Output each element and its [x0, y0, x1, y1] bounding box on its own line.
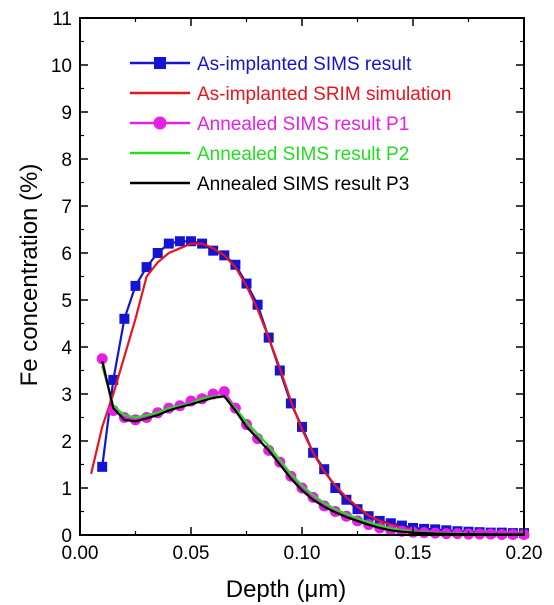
data-point-circle [96, 353, 108, 365]
y-tick-label: 9 [61, 103, 72, 124]
x-tick-label: 0.00 [62, 543, 99, 564]
y-tick-label: 4 [61, 338, 72, 359]
x-axis-title: Depth (μm) [226, 576, 347, 603]
data-point-square [186, 236, 196, 247]
data-point-square [108, 374, 119, 385]
series-line [101, 360, 524, 536]
y-tick-label: 10 [51, 56, 72, 77]
data-point-circle [307, 491, 319, 503]
y-tick-label: 11 [52, 9, 72, 30]
x-tick-label: 0.20 [506, 543, 543, 564]
data-point-square [97, 461, 108, 472]
data-point-square [230, 259, 241, 270]
legend: As-implanted SIMS result As-implanted SRI… [130, 54, 451, 195]
series-annealed-sims-result-p1 [96, 353, 530, 541]
data-point-square [252, 299, 263, 310]
data-point-square [319, 464, 330, 475]
y-tick-label: 6 [61, 244, 72, 265]
legend-marker-square [154, 57, 166, 69]
data-point-square [241, 278, 252, 289]
legend-entry: As-implanted SIMS result [130, 54, 412, 75]
data-point-square [396, 520, 407, 531]
y-tick-label: 5 [61, 291, 72, 312]
data-point-square [174, 236, 185, 247]
data-point-square [330, 483, 341, 493]
y-tick-label: 2 [61, 432, 72, 453]
x-tick-label: 0.10 [284, 543, 321, 564]
y-axis-title: Fe concentration (%) [16, 164, 43, 387]
data-point-square [341, 494, 352, 505]
data-point-circle [296, 482, 308, 494]
data-point-square [352, 504, 363, 515]
legend-label: Annealed SIMS result P2 [197, 144, 409, 165]
y-tick-label: 7 [61, 197, 72, 218]
legend-label: As-implanted SRIM simulation [197, 84, 451, 105]
y-tick-label: 0 [61, 526, 72, 547]
legend-label: As-implanted SIMS result [197, 54, 412, 75]
series-annealed-sims-result-p2 [101, 365, 524, 536]
data-point-square [119, 313, 130, 324]
legend-entry: As-implanted SRIM simulation [130, 84, 451, 105]
data-point-square [208, 245, 219, 256]
series-annealed-sims-result-p3 [101, 360, 524, 536]
legend-label: Annealed SIMS result P1 [197, 114, 409, 135]
y-tick-label: 8 [61, 150, 72, 171]
data-point-square [141, 262, 152, 273]
legend-entry: Annealed SIMS result P1 [130, 114, 409, 135]
y-tick-label: 1 [61, 479, 72, 500]
data-marks [90, 236, 530, 541]
data-point-square [152, 248, 163, 258]
series-line [101, 365, 524, 536]
series-line [101, 240, 524, 535]
y-tick-label: 3 [61, 385, 72, 406]
legend-entry: Annealed SIMS result P2 [130, 144, 409, 165]
legend-marker-circle [153, 116, 167, 130]
x-tick-label: 0.15 [395, 543, 432, 564]
data-point-circle [218, 386, 230, 398]
data-point-square [130, 280, 141, 291]
data-point-square [163, 238, 174, 249]
data-point-square [385, 518, 396, 529]
legend-label: Annealed SIMS result P3 [197, 174, 409, 195]
legend-entry: Annealed SIMS result P3 [130, 174, 409, 195]
series-line [101, 358, 524, 536]
x-tick-label: 0.05 [173, 543, 210, 564]
axes: 0.00 0.05 0.10 0.15 0.20 0 1 2 3 4 5 6 7 8 9 10 11 [51, 9, 543, 564]
